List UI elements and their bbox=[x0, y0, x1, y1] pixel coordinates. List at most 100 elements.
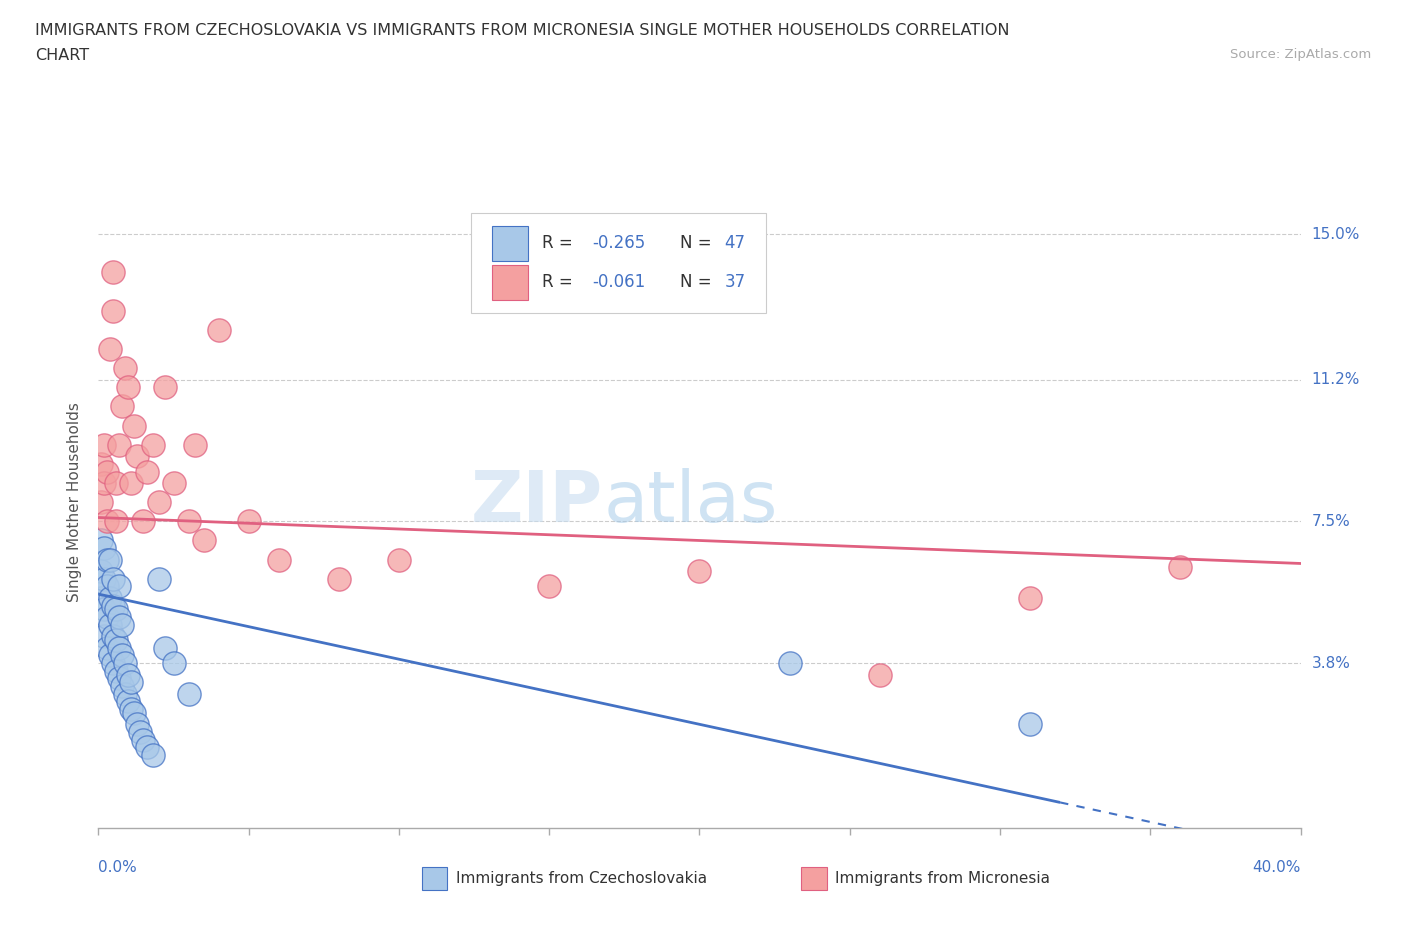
Text: 40.0%: 40.0% bbox=[1253, 860, 1301, 875]
Point bbox=[127, 449, 149, 464]
Y-axis label: Single Mother Households: Single Mother Households bbox=[66, 403, 82, 602]
Point bbox=[105, 602, 128, 617]
Text: -0.061: -0.061 bbox=[592, 273, 645, 291]
Point bbox=[141, 748, 163, 763]
Point bbox=[93, 540, 115, 555]
Point bbox=[108, 671, 131, 685]
Point bbox=[869, 667, 891, 682]
Text: IMMIGRANTS FROM CZECHOSLOVAKIA VS IMMIGRANTS FROM MICRONESIA SINGLE MOTHER HOUSE: IMMIGRANTS FROM CZECHOSLOVAKIA VS IMMIGR… bbox=[35, 23, 1010, 38]
Point bbox=[108, 610, 131, 625]
Text: 47: 47 bbox=[724, 234, 745, 252]
Point bbox=[100, 618, 122, 632]
Text: 37: 37 bbox=[724, 273, 745, 291]
Point bbox=[93, 571, 115, 586]
Point bbox=[124, 705, 146, 720]
Point bbox=[103, 303, 125, 318]
Point bbox=[1170, 560, 1192, 575]
Point bbox=[153, 379, 176, 394]
Point bbox=[108, 437, 131, 452]
Point bbox=[100, 341, 122, 356]
Point bbox=[93, 629, 115, 644]
Point bbox=[238, 514, 260, 529]
Text: R =: R = bbox=[541, 273, 578, 291]
Text: CHART: CHART bbox=[35, 48, 89, 63]
Point bbox=[117, 694, 139, 709]
Text: 0.0%: 0.0% bbox=[98, 860, 138, 875]
Point bbox=[93, 602, 115, 617]
Point bbox=[100, 591, 122, 605]
FancyBboxPatch shape bbox=[471, 213, 766, 313]
Point bbox=[105, 514, 128, 529]
Point bbox=[100, 552, 122, 567]
Point bbox=[93, 437, 115, 452]
Text: atlas: atlas bbox=[603, 468, 778, 537]
Point bbox=[141, 437, 163, 452]
Text: Immigrants from Micronesia: Immigrants from Micronesia bbox=[835, 871, 1050, 886]
Point bbox=[132, 732, 155, 747]
Point bbox=[114, 686, 136, 701]
Text: ZIP: ZIP bbox=[471, 468, 603, 537]
Point bbox=[111, 648, 134, 663]
Point bbox=[108, 579, 131, 594]
Text: Source: ZipAtlas.com: Source: ZipAtlas.com bbox=[1230, 48, 1371, 61]
Point bbox=[90, 591, 112, 605]
Point bbox=[105, 663, 128, 678]
Point bbox=[114, 361, 136, 376]
Point bbox=[193, 533, 215, 548]
Text: Immigrants from Czechoslovakia: Immigrants from Czechoslovakia bbox=[456, 871, 707, 886]
Point bbox=[538, 579, 561, 594]
Point bbox=[162, 656, 184, 671]
Text: 11.2%: 11.2% bbox=[1312, 372, 1360, 387]
Point bbox=[388, 552, 411, 567]
Point bbox=[127, 717, 149, 732]
Point bbox=[121, 701, 143, 716]
Point bbox=[129, 724, 152, 739]
Point bbox=[121, 475, 143, 490]
Point bbox=[183, 437, 205, 452]
Point bbox=[153, 640, 176, 655]
Point bbox=[103, 629, 125, 644]
Point bbox=[103, 656, 125, 671]
Point bbox=[96, 464, 118, 479]
Point bbox=[90, 457, 112, 472]
Point bbox=[93, 475, 115, 490]
Text: R =: R = bbox=[541, 234, 578, 252]
Point bbox=[267, 552, 290, 567]
Text: N =: N = bbox=[681, 273, 717, 291]
Point bbox=[114, 656, 136, 671]
Text: N =: N = bbox=[681, 234, 717, 252]
Point bbox=[96, 579, 118, 594]
Text: 7.5%: 7.5% bbox=[1312, 514, 1350, 529]
Point bbox=[108, 640, 131, 655]
Point bbox=[132, 514, 155, 529]
Point bbox=[1019, 717, 1042, 732]
Point bbox=[111, 618, 134, 632]
Point bbox=[1019, 591, 1042, 605]
Point bbox=[117, 379, 139, 394]
Point bbox=[208, 323, 231, 338]
Point bbox=[90, 564, 112, 578]
Point bbox=[148, 571, 170, 586]
Point bbox=[90, 533, 112, 548]
Text: 15.0%: 15.0% bbox=[1312, 227, 1360, 242]
Point bbox=[103, 265, 125, 280]
Point bbox=[111, 399, 134, 414]
Point bbox=[124, 418, 146, 433]
Point bbox=[135, 464, 157, 479]
Text: 3.8%: 3.8% bbox=[1312, 656, 1351, 671]
Text: -0.265: -0.265 bbox=[592, 234, 645, 252]
Point bbox=[779, 656, 801, 671]
Point bbox=[105, 632, 128, 647]
Point bbox=[177, 686, 200, 701]
Point bbox=[96, 610, 118, 625]
Point bbox=[96, 640, 118, 655]
FancyBboxPatch shape bbox=[492, 264, 527, 300]
Point bbox=[100, 648, 122, 663]
Point bbox=[162, 475, 184, 490]
Point bbox=[117, 667, 139, 682]
Point bbox=[103, 571, 125, 586]
Point bbox=[148, 495, 170, 510]
Point bbox=[105, 475, 128, 490]
Point bbox=[177, 514, 200, 529]
Point bbox=[328, 571, 350, 586]
